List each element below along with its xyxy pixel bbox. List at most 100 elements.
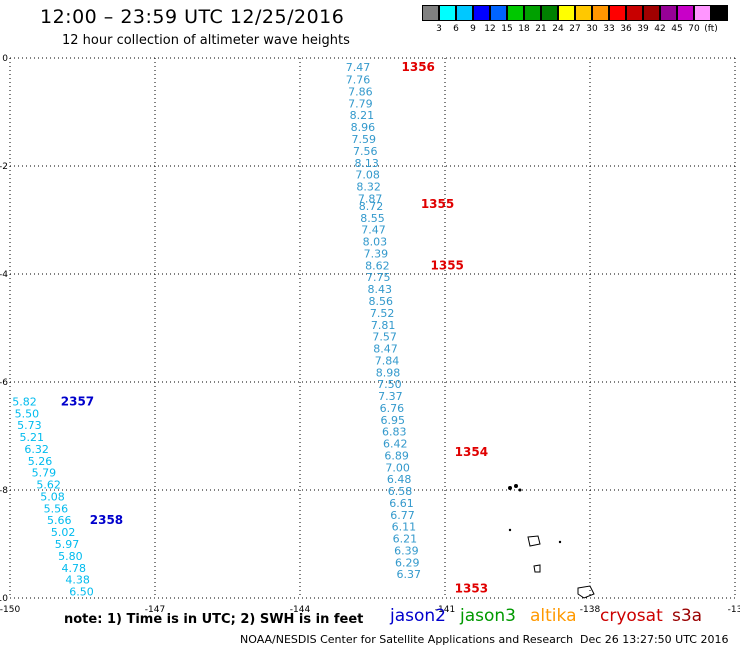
color-scale-label: 3 [436, 24, 442, 34]
wave-height-value: 7.86 [348, 85, 373, 98]
pass-time-label: 2357 [61, 394, 94, 408]
satellite-legend-item: cryosat [600, 606, 663, 626]
wave-height-value: 6.83 [382, 426, 407, 439]
timestamp: Dec 26 13:27:50 UTC 2016 [580, 633, 729, 646]
y-tick-label: -6 [0, 378, 8, 388]
y-tick-label: -4 [0, 270, 8, 280]
wave-height-value: 7.57 [372, 331, 397, 344]
x-tick-label: -138 [580, 605, 601, 615]
wave-height-value: 8.13 [354, 157, 379, 170]
color-swatch [456, 5, 473, 21]
x-tick-label: -141 [435, 605, 455, 615]
color-swatch [609, 5, 626, 21]
color-swatch [660, 5, 677, 21]
wave-height-value: 6.89 [384, 449, 409, 462]
pass-time-label: 1355 [431, 258, 464, 272]
color-swatch [694, 5, 711, 21]
pass-time-label: 1353 [455, 581, 488, 595]
wave-height-value: 7.47 [346, 61, 371, 74]
wave-height-value: 5.73 [17, 419, 42, 432]
color-swatch [524, 5, 541, 21]
color-swatch [592, 5, 609, 21]
wave-height-value: 5.80 [58, 550, 83, 563]
wave-height-value: 7.75 [366, 271, 391, 284]
satellite-legend-item: s3a [672, 606, 703, 626]
wave-height-value: 7.47 [361, 224, 386, 237]
x-tick-label: -144 [290, 605, 311, 615]
island-icon [518, 488, 522, 492]
island-icon [558, 540, 562, 544]
wave-height-value: 8.72 [359, 200, 384, 213]
credit-text: NOAA/NESDIS Center for Satellite Applica… [240, 633, 574, 646]
island-icon [514, 484, 518, 488]
wave-height-value: 5.26 [28, 455, 53, 468]
wave-height-value: 5.08 [40, 490, 65, 503]
color-scale-label: 12 [484, 24, 496, 34]
y-tick-label: -10 [0, 594, 8, 604]
wave-height-value: 7.00 [385, 461, 410, 474]
wave-height-value: 5.21 [20, 431, 45, 444]
wave-height-value: 5.62 [36, 479, 61, 492]
y-tick-label: -8 [0, 486, 8, 496]
page-title: 12:00 – 23:59 UTC 12/25/2016 [40, 6, 345, 28]
color-scale-label: 9 [470, 24, 476, 34]
color-scale-label: 70 [688, 24, 700, 34]
wave-height-value: 7.87 [358, 192, 383, 205]
color-scale-label: 39 [637, 24, 649, 34]
wave-height-value: 6.42 [383, 438, 408, 451]
wave-height-value: 6.61 [389, 497, 414, 510]
wave-height-value: 4.38 [65, 574, 90, 587]
wave-height-value: 6.29 [395, 556, 420, 569]
wave-height-value: 7.39 [364, 247, 389, 260]
wave-height-value: 6.32 [24, 443, 49, 456]
island-icon [533, 564, 541, 573]
wave-height-value: 6.50 [69, 586, 94, 599]
wave-height-value: 6.48 [387, 473, 412, 486]
wave-height-value: 7.59 [352, 133, 377, 146]
color-scale-label: 33 [603, 24, 615, 34]
island-icon [508, 486, 512, 490]
wave-height-value: 7.76 [346, 74, 371, 87]
page-subtitle: 12 hour collection of altimeter wave hei… [62, 33, 350, 48]
pass-time-label: 2358 [90, 513, 123, 527]
wave-height-value: 6.39 [394, 544, 419, 557]
y-tick-label: -2 [0, 162, 8, 172]
wave-height-value: 8.32 [356, 181, 381, 194]
color-scale-label: 24 [552, 24, 564, 34]
color-scale-label: 6 [453, 24, 459, 34]
wave-height-value: 5.79 [32, 467, 57, 480]
satellite-legend-item: altika [530, 606, 577, 626]
color-scale-label: 42 [654, 24, 666, 34]
wave-height-value: 7.50 [377, 378, 402, 391]
color-swatch [626, 5, 643, 21]
color-swatch [558, 5, 575, 21]
wave-height-value: 6.77 [390, 509, 415, 522]
wave-height-value: 6.21 [393, 533, 418, 546]
color-scale-label: 18 [518, 24, 530, 34]
footer-note: note: 1) Time is in UTC; 2) SWH is in fe… [64, 612, 364, 627]
wave-height-value: 6.58 [388, 485, 413, 498]
wave-height-value: 7.08 [355, 169, 380, 182]
color-swatch [473, 5, 490, 21]
wave-height-value: 5.56 [44, 502, 69, 515]
wave-height-value: 8.43 [368, 283, 393, 296]
wave-height-value: 8.47 [373, 343, 398, 356]
island-icon [527, 535, 541, 547]
color-swatch [490, 5, 507, 21]
wave-height-value: 8.56 [368, 295, 393, 308]
wave-height-value: 7.52 [370, 307, 395, 320]
wave-height-value: 5.82 [12, 395, 37, 408]
color-swatch [643, 5, 660, 21]
wave-height-value: 8.03 [363, 236, 388, 249]
satellite-legend-item: jason2 [390, 606, 446, 626]
island-icon [577, 585, 595, 599]
wave-height-value: 7.56 [353, 145, 378, 158]
pass-time-label: 1354 [455, 445, 488, 459]
wave-height-value: 5.02 [51, 526, 76, 539]
wave-height-value: 7.84 [375, 354, 400, 367]
wave-height-value: 8.55 [360, 212, 385, 225]
color-scale-label: 45 [671, 24, 683, 34]
wave-height-value: 6.37 [397, 568, 422, 581]
wave-height-value: 8.98 [376, 366, 401, 379]
color-swatch [422, 5, 439, 21]
